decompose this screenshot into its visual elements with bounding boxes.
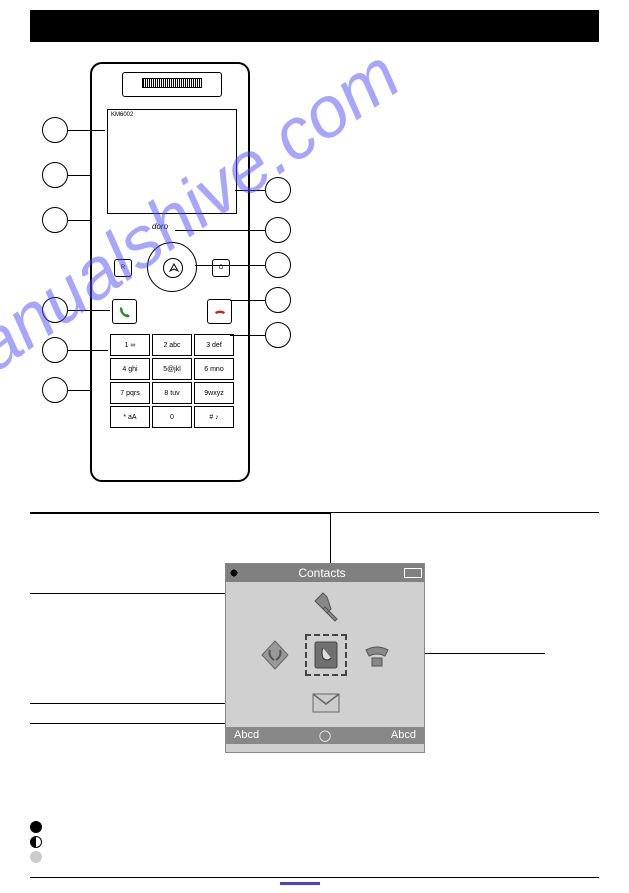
key-4: 4 ghi <box>110 358 150 380</box>
key-row: 7 pqrs 8 tuv 9wxyz <box>110 382 234 404</box>
footer-rule <box>30 877 599 878</box>
label-circle <box>265 252 291 278</box>
menu-title: Contacts <box>298 566 345 580</box>
label-circle <box>265 322 291 348</box>
label-line <box>175 230 265 231</box>
key-hash: # ♪ <box>194 406 234 428</box>
redial-icon <box>254 634 296 676</box>
key-row: 4 ghi 5@jkl 6 mno <box>110 358 234 380</box>
callout-line <box>30 593 227 594</box>
callout-line <box>425 653 545 654</box>
label-circle <box>42 297 68 323</box>
call-button <box>112 299 137 324</box>
phone-speaker <box>142 78 202 88</box>
label-circle <box>42 207 68 233</box>
messages-icon <box>305 682 347 724</box>
menu-header: Contacts <box>226 564 424 582</box>
key-3: 3 def <box>194 334 234 356</box>
label-circle <box>42 162 68 188</box>
callout-line <box>30 513 330 514</box>
battery-icon <box>404 568 422 578</box>
nav-center <box>163 258 183 278</box>
key-7: 7 pqrs <box>110 382 150 404</box>
phone-body: KM6002 doro R O 1 ∞ 2 abc 3 def <box>90 62 250 482</box>
label-circle <box>265 287 291 313</box>
phone-screen: KM6002 <box>107 109 237 214</box>
page-container: manualshive.com KM6002 doro R O <box>0 0 629 893</box>
r-button: R <box>114 259 132 277</box>
label-line <box>230 300 265 301</box>
dot-1 <box>30 821 42 833</box>
key-star: * aA <box>110 406 150 428</box>
label-line <box>68 175 90 176</box>
header-bar <box>30 10 599 42</box>
key-0: 0 <box>152 406 192 428</box>
key-8: 8 tuv <box>152 382 192 404</box>
label-circle <box>42 337 68 363</box>
key-9: 9wxyz <box>194 382 234 404</box>
footer-left: Abcd <box>234 729 259 742</box>
key-6: 6 mno <box>194 358 234 380</box>
label-line <box>68 350 108 351</box>
label-line <box>68 130 105 131</box>
key-1: 1 ∞ <box>110 334 150 356</box>
callout-line <box>30 703 227 704</box>
label-line <box>68 220 90 221</box>
phone-diagram: KM6002 doro R O 1 ∞ 2 abc 3 def <box>90 62 290 482</box>
label-line <box>230 335 265 336</box>
dot-2 <box>30 836 42 848</box>
screen-model-label: KM6002 <box>111 112 133 118</box>
menu-icons <box>226 582 424 727</box>
signal-icon <box>228 567 240 579</box>
o-button: O <box>212 259 230 277</box>
indicator-dots <box>30 821 42 863</box>
screen-section: Contacts A <box>30 512 599 803</box>
menu-screenshot: Contacts A <box>225 563 425 753</box>
footer-nav-icon: ◯ <box>319 729 331 742</box>
callout-line <box>330 513 331 568</box>
end-button <box>207 299 232 324</box>
label-line <box>195 265 265 266</box>
label-circle <box>265 177 291 203</box>
key-2: 2 abc <box>152 334 192 356</box>
footer-right: Abcd <box>391 729 416 742</box>
label-line <box>68 390 90 391</box>
label-circle <box>42 377 68 403</box>
key-row: 1 ∞ 2 abc 3 def <box>110 334 234 356</box>
contacts-icon <box>305 634 347 676</box>
label-line <box>235 190 265 191</box>
calls-icon <box>356 634 398 676</box>
key-row: * aA 0 # ♪ <box>110 406 234 428</box>
keypad: 1 ∞ 2 abc 3 def 4 ghi 5@jkl 6 mno 7 pqrs… <box>110 334 234 430</box>
dot-3 <box>30 851 42 863</box>
nav-pad <box>147 242 197 292</box>
menu-footer: Abcd ◯ Abcd <box>226 727 424 744</box>
key-5: 5@jkl <box>152 358 192 380</box>
label-line <box>68 310 110 311</box>
footer-mark <box>280 882 320 885</box>
label-circle <box>265 217 291 243</box>
phone-brand: doro <box>152 222 168 231</box>
settings-icon <box>305 587 347 629</box>
label-circle <box>42 117 68 143</box>
